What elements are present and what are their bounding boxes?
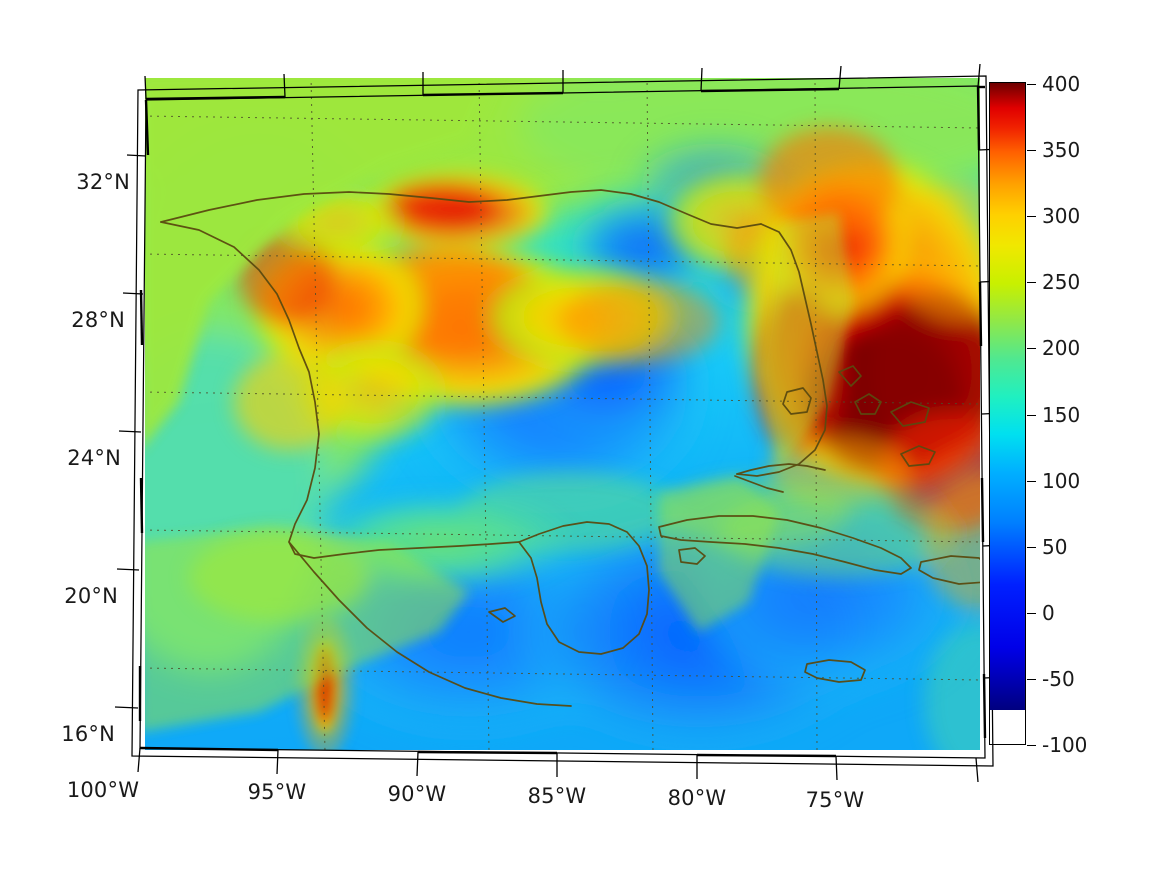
colorbar-label-350: 350 [1042, 138, 1081, 162]
colorbar-label-minus50: -50 [1042, 667, 1075, 691]
colorbar-gradient [990, 83, 1025, 711]
lon-label-85w: 85°W [527, 784, 587, 808]
colorbar-tick-0 [1027, 613, 1036, 614]
colorbar-tick-350 [1027, 150, 1036, 151]
colorbar-tick-50 [1027, 547, 1036, 548]
colorbar-label-200: 200 [1042, 336, 1081, 360]
lat-label-24n: 24°N [67, 446, 121, 470]
map-data-raster [145, 78, 980, 750]
lon-label-75w: 75°W [805, 788, 865, 812]
colorbar-label-minus100: -100 [1042, 733, 1088, 757]
colorbar-label-0: 0 [1042, 601, 1055, 625]
map-data-clip [145, 78, 980, 750]
colorbar-label-250: 250 [1042, 270, 1081, 294]
map-axes: 32°N 28°N 24°N 20°N 16°N 100°W 95°W 90°W… [61, 63, 1007, 812]
lon-label-95w: 95°W [247, 780, 307, 804]
colorbar-tick-200 [1027, 348, 1036, 349]
colorbar-tick-300 [1027, 216, 1036, 217]
colorbar-label-300: 300 [1042, 204, 1081, 228]
lat-label-32n: 32°N [76, 170, 130, 194]
colorbar: 400 350 300 250 200 150 100 50 0 -50 -10… [989, 72, 1087, 757]
colorbar-tick-150 [1027, 415, 1036, 416]
lat-label-20n: 20°N [64, 584, 118, 608]
colorbar-tick-250 [1027, 282, 1036, 283]
colorbar-label-150: 150 [1042, 403, 1081, 427]
colorbar-tick-400 [1027, 84, 1036, 85]
colorbar-tick-minus50 [1027, 679, 1036, 680]
colorbar-tick-100 [1027, 481, 1036, 482]
colorbar-label-100: 100 [1042, 469, 1081, 493]
colorbar-label-400: 400 [1042, 72, 1081, 96]
lat-label-16n: 16°N [61, 722, 115, 746]
lat-label-28n: 28°N [71, 308, 125, 332]
lon-label-90w: 90°W [387, 782, 447, 806]
lon-label-100w: 100°W [66, 778, 140, 802]
colorbar-tick-minus100 [1027, 745, 1036, 746]
lon-label-80w: 80°W [667, 786, 727, 810]
colorbar-label-50: 50 [1042, 535, 1068, 559]
